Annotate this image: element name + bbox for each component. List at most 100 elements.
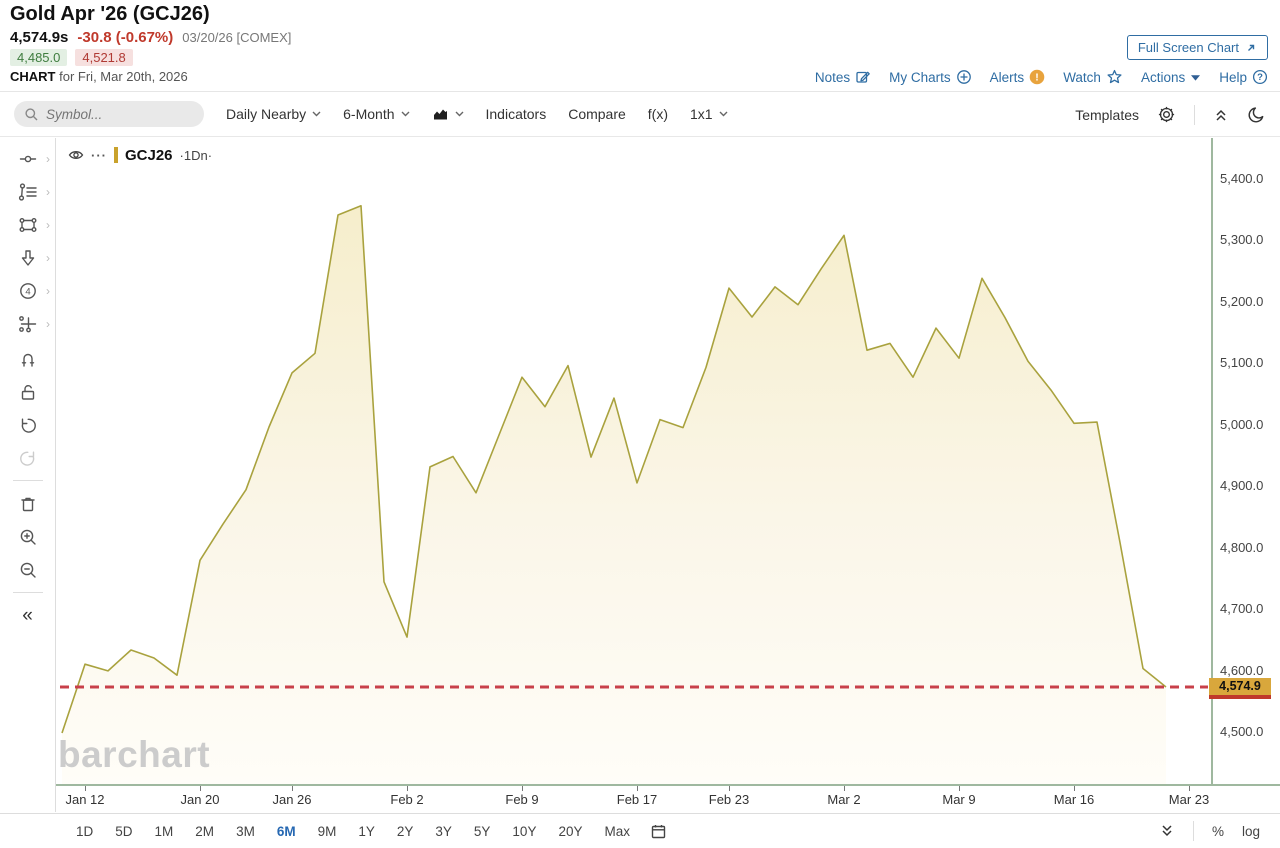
chart-type-dropdown[interactable] [432,106,464,122]
legend-more-icon[interactable]: ··· [91,147,107,163]
range-button-6m[interactable]: 6M [276,823,296,839]
grid-layout-dropdown[interactable]: 1x1 [690,106,728,122]
link-help[interactable]: Help? [1219,69,1268,85]
collapse-footer-icon[interactable] [1159,823,1175,839]
plus-circle-icon [956,69,972,85]
range-button-9m[interactable]: 9M [317,823,337,839]
symbol-input[interactable] [46,106,186,122]
indicators-button[interactable]: Indicators [486,106,547,122]
sidebar-collapse-sidebar[interactable]: « [0,599,55,632]
link-alerts[interactable]: Alerts! [990,69,1046,85]
sidebar-undo[interactable] [0,408,55,441]
collapse-toolbar-icon[interactable] [1213,107,1229,123]
sidebar-redo [0,441,55,474]
x-axis-label: Feb 23 [708,792,750,807]
unlock-icon [18,382,38,402]
range-button-2y[interactable]: 2Y [396,823,414,839]
zoom-in-icon [18,527,38,547]
undo-icon [18,415,38,435]
range-button-1y[interactable]: 1Y [358,823,375,839]
link-my-charts[interactable]: My Charts [889,69,972,85]
x-axis-tick [407,786,408,791]
fx-button[interactable]: f(x) [648,106,668,122]
range-dropdown[interactable]: 6-Month [343,106,409,122]
templates-button[interactable]: Templates [1075,107,1139,123]
x-axis-line[interactable] [56,784,1280,786]
calendar-icon[interactable] [650,823,667,840]
x-axis-label: Mar 23 [1168,792,1210,807]
visibility-eye-icon[interactable] [68,147,84,163]
link-notes[interactable]: Notes [815,69,871,85]
range-buttons: 1D 5D 1M 2M 3M 6M 9M 1Y 2Y 3Y 5Y 10Y 20Y Max [70,822,636,841]
measure-tool-icon [18,314,38,334]
svg-text:4: 4 [25,286,30,297]
settings-gear-icon[interactable] [1157,105,1176,124]
bid-ask-row: 4,485.0 4,521.8 [10,49,133,66]
x-axis-tick [1074,786,1075,791]
sidebar-numbered-circle-tool[interactable]: 4 › [0,274,55,307]
range-button-1m[interactable]: 1M [154,823,174,839]
range-button-10y[interactable]: 10Y [512,823,537,839]
last-price-tag-value: 4,574.9 [1209,678,1271,695]
search-icon [24,107,39,122]
price-chart[interactable] [56,138,1211,784]
sidebar-zoom-out[interactable] [0,553,55,586]
range-button-max[interactable]: Max [604,823,630,839]
link-watch-label: Watch [1063,69,1101,85]
sidebar-unlock[interactable] [0,375,55,408]
range-button-2m[interactable]: 2M [195,823,215,839]
dark-mode-moon-icon[interactable] [1247,105,1266,124]
sidebar-zoom-in[interactable] [0,520,55,553]
header-links: Notes My Charts Alerts! Watch Actions Help? [815,66,1268,88]
quote-row: 4,574.9s -30.8 (-0.67%) 03/20/26 [COMEX] [10,29,291,46]
frequency-dropdown[interactable]: Daily Nearby [226,106,321,122]
sidebar-divider [12,592,43,593]
x-axis-tick [637,786,638,791]
range-button-5y[interactable]: 5Y [473,823,491,839]
sidebar-fibonacci-tool[interactable]: › [0,175,55,208]
toolbar-divider [1194,104,1195,125]
sidebar-magnet-mode[interactable] [0,342,55,375]
link-watch[interactable]: Watch [1063,69,1123,85]
sidebar-arrow-tool[interactable]: › [0,241,55,274]
range-button-1d[interactable]: 1D [76,823,94,839]
range-footer: 1D 5D 1M 2M 3M 6M 9M 1Y 2Y 3Y 5Y 10Y 20Y Max % log [0,813,1280,848]
collapse-left-icon: « [22,604,33,626]
link-actions-label: Actions [1140,69,1186,85]
range-button-3y[interactable]: 3Y [435,823,452,839]
full-screen-chart-label: Full Screen Chart [1137,40,1239,55]
chevron-down-icon [455,111,464,117]
sidebar-measure-tool[interactable]: › [0,307,55,340]
log-scale-button[interactable]: log [1241,823,1260,839]
range-button-20y[interactable]: 20Y [558,823,583,839]
x-axis-tick [1189,786,1190,791]
link-help-label: Help [1219,69,1247,85]
caret-down-icon [1190,73,1201,82]
x-axis-label: Feb 17 [616,792,658,807]
chart-date: for Fri, Mar 20th, 2026 [59,69,188,84]
chart-legend: ··· GCJ26 ·1Dn· [68,144,212,166]
x-axis-tick [85,786,86,791]
compare-button[interactable]: Compare [568,106,626,122]
sidebar-trendline-tool[interactable]: › [0,142,55,175]
chart-date-line: CHART for Fri, Mar 20th, 2026 [10,69,188,84]
sidebar-shapes-tool[interactable]: › [0,208,55,241]
legend-timeframe: ·1Dn· [179,147,213,163]
link-actions[interactable]: Actions [1141,70,1201,85]
green-price-chip: 4,485.0 [10,49,68,66]
full-screen-chart-button[interactable]: Full Screen Chart [1126,35,1268,60]
sidebar-edit-group [0,342,55,474]
range-button-5d[interactable]: 5D [115,823,133,839]
symbol-search[interactable] [14,101,204,127]
y-axis-line[interactable] [1211,138,1213,784]
range-button-3m[interactable]: 3M [236,823,255,839]
page-title: Gold Apr '26 (GCJ26) [10,3,210,25]
barchart-watermark: barchart [58,734,211,775]
percent-scale-button[interactable]: % [1211,823,1224,839]
y-axis-label: 5,200.0 [1220,294,1264,309]
sidebar-delete[interactable] [0,487,55,520]
area-chart-icon [432,106,449,122]
external-link-icon [1245,42,1257,54]
red-price-chip: 4,521.8 [75,49,133,66]
